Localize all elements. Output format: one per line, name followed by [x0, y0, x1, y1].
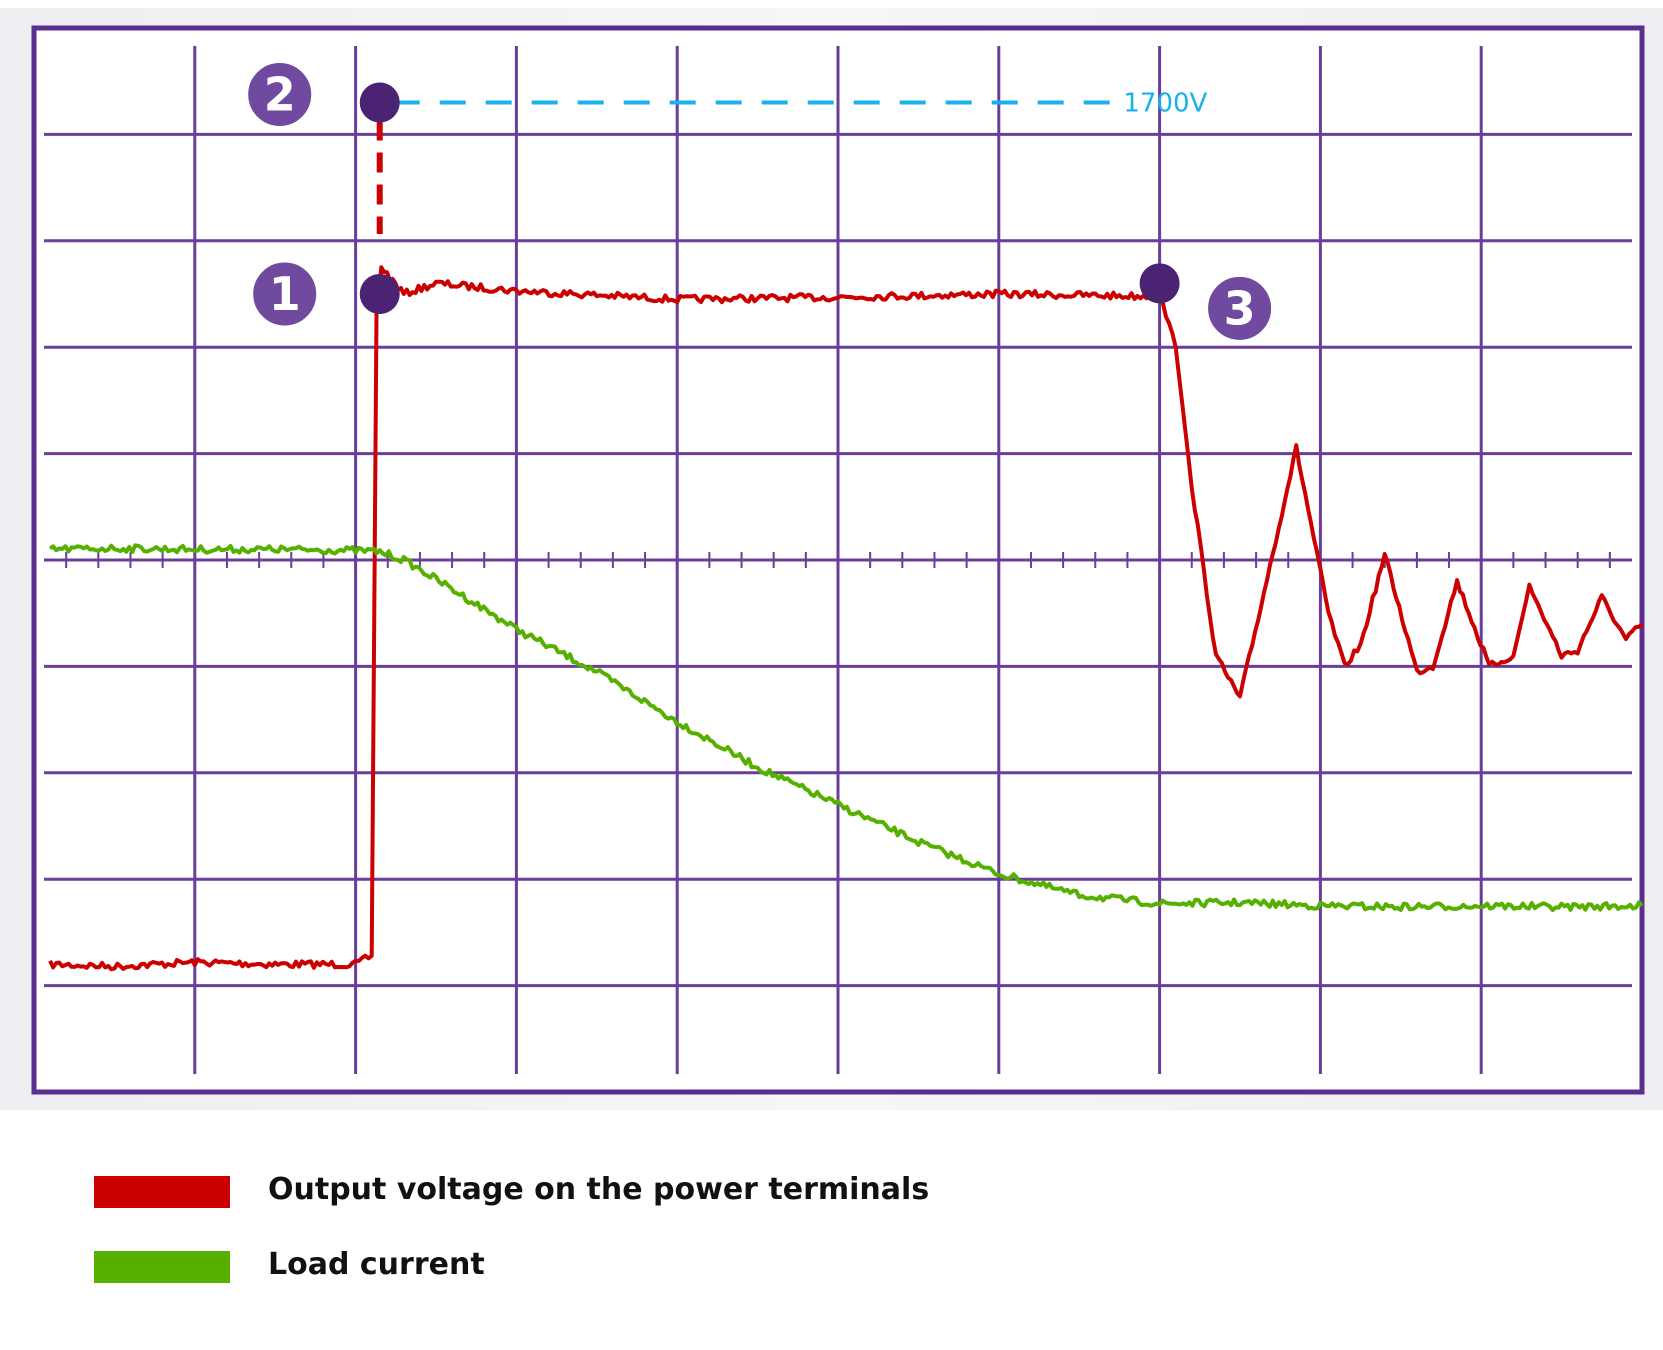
badge-2 — [245, 59, 315, 129]
current-trace — [48, 543, 1644, 913]
marker-dot-2 — [359, 82, 400, 123]
marker-dot-1 — [359, 274, 400, 314]
annotation-markers: 1 2 3 — [245, 59, 1275, 343]
badge-1 — [250, 259, 320, 329]
center-axis-ticks — [65, 552, 1611, 568]
traces — [48, 265, 1644, 972]
reference-label: 1700V — [1123, 88, 1207, 118]
reference-marks: 1700V — [376, 88, 1208, 234]
voltage-trace — [48, 265, 1644, 972]
badge-label-3: 3 — [1224, 281, 1256, 335]
badge-3 — [1205, 273, 1275, 343]
marker-dot-3 — [1139, 263, 1180, 304]
badge-label-1: 1 — [269, 267, 301, 321]
badge-label-2: 2 — [264, 67, 296, 121]
plot-frame — [31, 25, 1645, 1095]
